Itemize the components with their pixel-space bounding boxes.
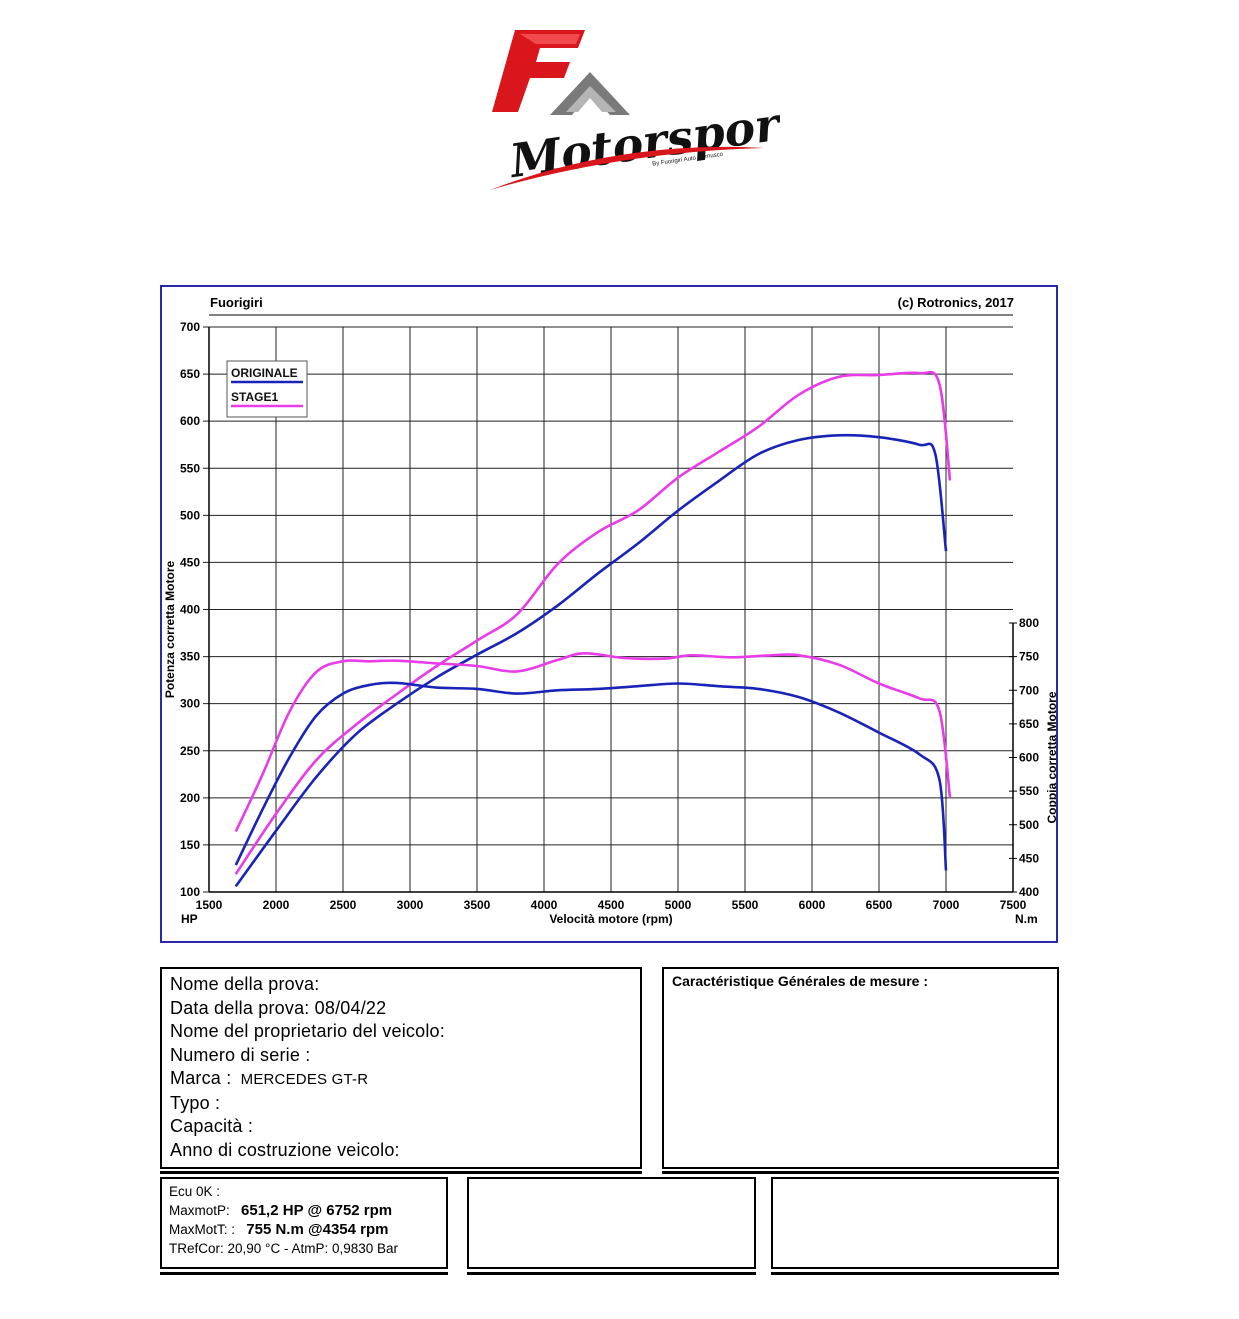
legend-label: STAGE1 [231,390,278,404]
x-axis-title: Velocità motore (rpm) [549,912,672,926]
x-tick-label: 6000 [799,898,826,912]
max-power-label: MaxmotP: [169,1203,230,1218]
y-left-tick-label: 150 [180,838,200,852]
y-left-tick-label: 500 [180,508,200,522]
test-name-label: Nome della prova: [170,974,320,994]
chart-axes: 1500 2000 2500 3000 3500 4000 4500 5000 5500 6000… [163,314,1056,926]
x-unit-right: N.m [1015,912,1038,926]
torque-curve-stage1 [234,651,952,833]
dyno-chart: Fuorigiri (c) Rotronics, 2017 1500 2000 25… [163,295,1056,926]
fa-emblem-icon [492,30,630,115]
y-left-tick-label: 250 [180,744,200,758]
brand-value: MERCEDES GT-R [240,1071,369,1088]
capacity-label: Capacità : [170,1116,254,1136]
x-tick-label: 1500 [196,898,223,912]
x-tick-label: 3500 [464,898,491,912]
max-torque-label: MaxMotT: : [169,1222,236,1237]
power-curve-originale [234,433,948,888]
legend-label: ORIGINALE [231,366,298,380]
y-right-tick-label: 500 [1019,818,1039,832]
y-left-tick-label: 200 [180,791,200,805]
max-torque-row: MaxMotT: : 755 N.m @4354 rpm [169,1220,439,1239]
brand-row: Marca : MERCEDES GT-R [170,1067,632,1092]
y-left-tick-label: 300 [180,697,200,711]
legend-box [226,360,308,418]
owner-label: Nome del proprietario del veicolo: [170,1021,445,1041]
x-tick-label: 7000 [933,898,960,912]
measure-box-underline [662,1171,1059,1174]
chart-legend: ORIGINALE STAGE1 [226,360,308,418]
chart-header-left: Fuorigiri [210,295,263,310]
dyno-chart-frame: Fuorigiri (c) Rotronics, 2017 1500 2000 25… [160,285,1058,943]
x-tick-label: 6500 [866,898,893,912]
chart-header-right: (c) Rotronics, 2017 [898,295,1014,310]
y-left-tick-label: 350 [180,650,200,664]
power-curve-stage1 [234,370,952,875]
info-box-underline [160,1171,642,1174]
measure-characteristics-box: Caractéristique Générales de mesure : [662,967,1059,1169]
y-left-tick-label: 550 [180,461,200,475]
measure-title: Caractéristique Générales de mesure : [672,973,929,989]
brand-label: Marca : [170,1068,232,1088]
ecu-results-box: Ecu 0K : MaxmotP: 651,2 HP @ 6752 rpm Ma… [160,1177,448,1269]
blank-box-right [771,1177,1059,1269]
x-tick-label: 4500 [598,898,625,912]
y-right-tick-label: 600 [1019,751,1039,765]
x-tick-label: 7500 [1000,898,1027,912]
y-right-tick-label: 750 [1019,650,1039,664]
x-tick-label: 5000 [665,898,692,912]
y-right-tick-label: 800 [1019,616,1039,630]
chart-grid [203,326,1013,893]
x-tick-label: 2500 [330,898,357,912]
type-label: Typo : [170,1092,221,1113]
x-tick-label: 4000 [531,898,558,912]
blank-box-middle-underline [467,1272,756,1275]
y-left-tick-label: 450 [180,555,200,569]
max-torque-value: 755 N.m @4354 rpm [246,1221,389,1238]
y-right-tick-label: 650 [1019,717,1039,731]
y-left-tick-label: 600 [180,414,200,428]
serial-number-label: Numero di serie : [170,1044,311,1065]
fa-motorsport-logo: Motorsport By Fuorigiri Auto Cornusco [490,30,780,190]
conditions-text: TRefCor: 20,90 °C - AtmP: 0,9830 Bar [169,1241,398,1256]
torque-curve-originale [234,681,948,871]
y-right-axis-title: Coppia corretta Motore [1045,691,1056,823]
y-left-tick-label: 100 [180,885,200,899]
blank-box-middle [467,1177,756,1269]
ecu-title: Ecu 0K : [169,1184,221,1199]
y-left-tick-label: 650 [180,367,200,381]
blank-box-right-underline [771,1272,1059,1275]
y-right-tick-label: 450 [1019,851,1039,865]
test-info-box: Nome della prova: Data della prova: 08/0… [160,967,642,1169]
y-right-tick-label: 550 [1019,784,1039,798]
x-unit-left: HP [181,912,198,926]
y-right-tick-label: 400 [1019,885,1039,899]
logo-swoosh [490,146,765,190]
y-left-tick-label: 400 [180,603,200,617]
y-right-tick-label: 700 [1019,683,1039,697]
max-power-row: MaxmotP: 651,2 HP @ 6752 rpm [169,1201,439,1220]
y-left-axis-title: Potenza corretta Motore [163,560,177,698]
x-tick-label: 3000 [397,898,424,912]
max-power-value: 651,2 HP @ 6752 rpm [241,1202,393,1219]
x-tick-label: 2000 [263,898,290,912]
y-left-tick-label: 700 [180,320,200,334]
x-tick-label: 5500 [732,898,759,912]
year-label: Anno di costruzione veicolo: [170,1139,400,1160]
chart-series [234,370,952,888]
test-date-label: Data della prova: 08/04/22 [170,997,387,1018]
ecu-box-underline [160,1272,448,1275]
